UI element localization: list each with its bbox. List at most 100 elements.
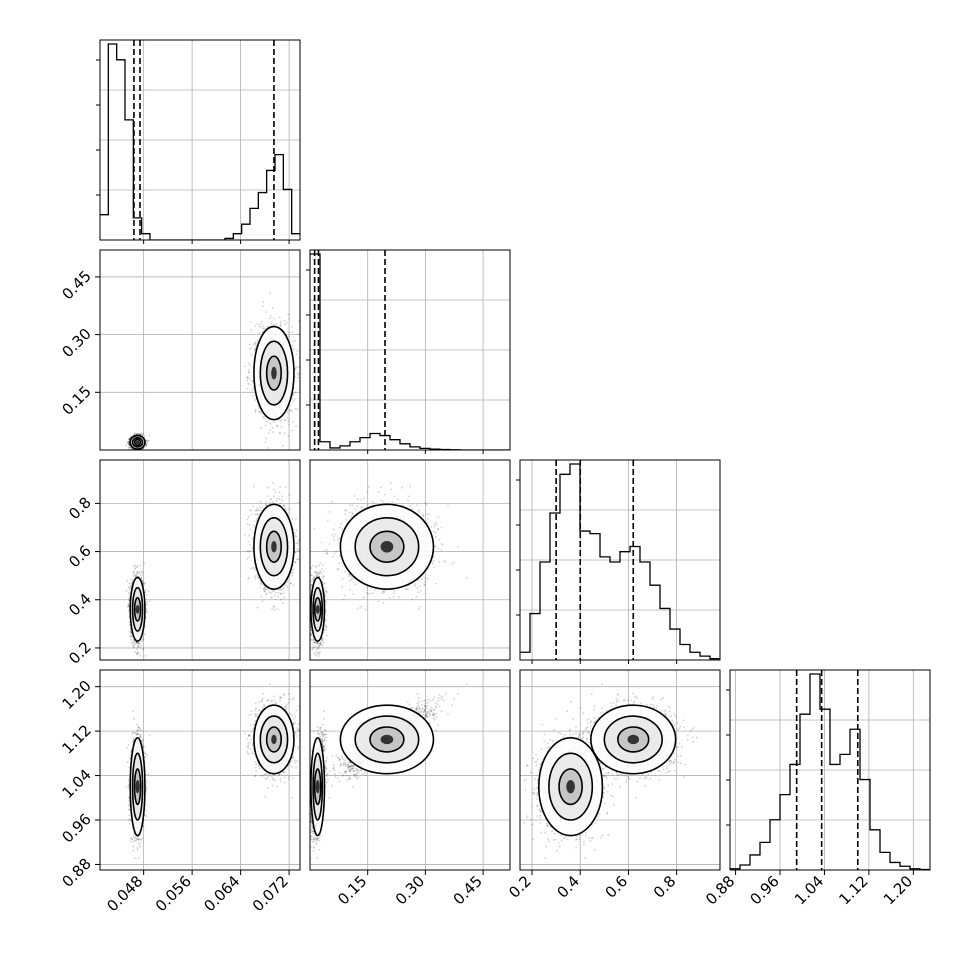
sample-point xyxy=(253,343,255,346)
sample-point xyxy=(129,436,132,438)
sample-point xyxy=(276,425,279,428)
sample-point xyxy=(269,422,272,425)
sample-point xyxy=(246,379,248,382)
histogram-step xyxy=(100,43,300,240)
sample-point xyxy=(246,376,249,379)
sample-point xyxy=(248,343,251,346)
sample-point xyxy=(262,301,265,303)
sample-point xyxy=(252,395,255,397)
sample-point xyxy=(280,425,283,428)
sample-point xyxy=(135,453,137,455)
sample-point xyxy=(144,590,146,593)
sample-point xyxy=(263,327,266,330)
sample-point xyxy=(271,307,274,310)
sample-point xyxy=(264,424,267,427)
sample-point xyxy=(147,440,150,443)
panel-frame xyxy=(99,249,301,451)
sample-point xyxy=(143,582,146,585)
sample-point xyxy=(143,562,145,564)
sample-point xyxy=(294,339,297,342)
sample-point xyxy=(297,333,300,336)
sample-point xyxy=(247,377,250,379)
y-tick-label: 0.15 xyxy=(58,382,94,418)
sample-point xyxy=(128,438,130,441)
sample-point xyxy=(138,433,141,436)
sample-point xyxy=(128,591,131,594)
sample-point xyxy=(291,421,294,423)
sample-point xyxy=(140,450,142,452)
sample-point xyxy=(127,442,130,445)
sample-point xyxy=(302,370,304,372)
sample-point xyxy=(128,444,131,447)
sample-point xyxy=(273,317,275,320)
sample-point xyxy=(244,365,246,368)
sample-point xyxy=(247,362,250,365)
sample-point xyxy=(272,324,275,326)
sample-point xyxy=(272,431,274,434)
sample-point xyxy=(279,322,282,325)
sample-point xyxy=(276,424,278,427)
sample-point xyxy=(283,419,286,421)
sample-point xyxy=(140,451,142,453)
sample-point xyxy=(248,383,251,385)
sample-point xyxy=(138,642,140,645)
sample-point xyxy=(291,326,294,328)
sample-point xyxy=(297,366,300,369)
sample-point xyxy=(255,408,257,411)
scatter-panel-1-2: 0.150.300.45 xyxy=(58,249,304,455)
sample-point xyxy=(253,349,256,352)
sample-point xyxy=(128,444,131,446)
sample-point xyxy=(297,373,300,376)
sample-point xyxy=(291,398,294,400)
sample-point xyxy=(128,446,131,449)
sample-point xyxy=(294,391,296,394)
sample-point xyxy=(135,575,138,578)
sample-point xyxy=(262,305,264,307)
sample-point xyxy=(127,441,130,444)
sample-point xyxy=(259,326,262,328)
sample-point xyxy=(136,451,138,453)
sample-point xyxy=(269,429,271,432)
sample-point xyxy=(136,565,139,567)
sample-point xyxy=(279,432,281,435)
sample-point xyxy=(280,320,282,323)
sample-point xyxy=(289,409,291,412)
sample-point xyxy=(128,443,130,446)
sample-point xyxy=(129,634,132,637)
sample-point xyxy=(249,320,252,323)
sample-point xyxy=(130,579,132,581)
scatter-panel-1-3: 0.20.40.60.8 xyxy=(65,459,301,668)
sample-point xyxy=(136,573,138,575)
sample-point xyxy=(252,386,255,389)
sample-point xyxy=(133,643,135,646)
sample-point xyxy=(140,644,143,646)
sample-point xyxy=(145,445,147,448)
sample-point xyxy=(136,433,138,435)
sample-point xyxy=(134,568,136,570)
sample-point xyxy=(302,357,304,359)
sample-point xyxy=(278,316,281,319)
sample-point xyxy=(132,575,135,577)
sample-point xyxy=(146,441,149,444)
sample-point xyxy=(139,574,142,577)
sample-point xyxy=(278,431,281,434)
sample-point xyxy=(270,323,272,325)
sample-point xyxy=(139,646,142,649)
sample-point xyxy=(292,340,295,343)
y-tick-label: 0.45 xyxy=(58,267,94,303)
sample-point xyxy=(294,398,296,401)
sample-point xyxy=(248,371,250,373)
sample-point xyxy=(267,432,270,434)
sample-point xyxy=(295,353,298,356)
sample-point xyxy=(284,323,286,325)
sample-point xyxy=(137,452,139,454)
sample-point xyxy=(250,354,253,357)
sample-point xyxy=(128,624,131,626)
sample-point xyxy=(262,325,265,328)
sample-point xyxy=(137,644,139,647)
sample-point xyxy=(282,444,284,447)
panel-frame xyxy=(99,39,301,241)
sample-point xyxy=(139,451,141,453)
sample-point xyxy=(133,641,136,644)
sample-point xyxy=(126,440,129,443)
